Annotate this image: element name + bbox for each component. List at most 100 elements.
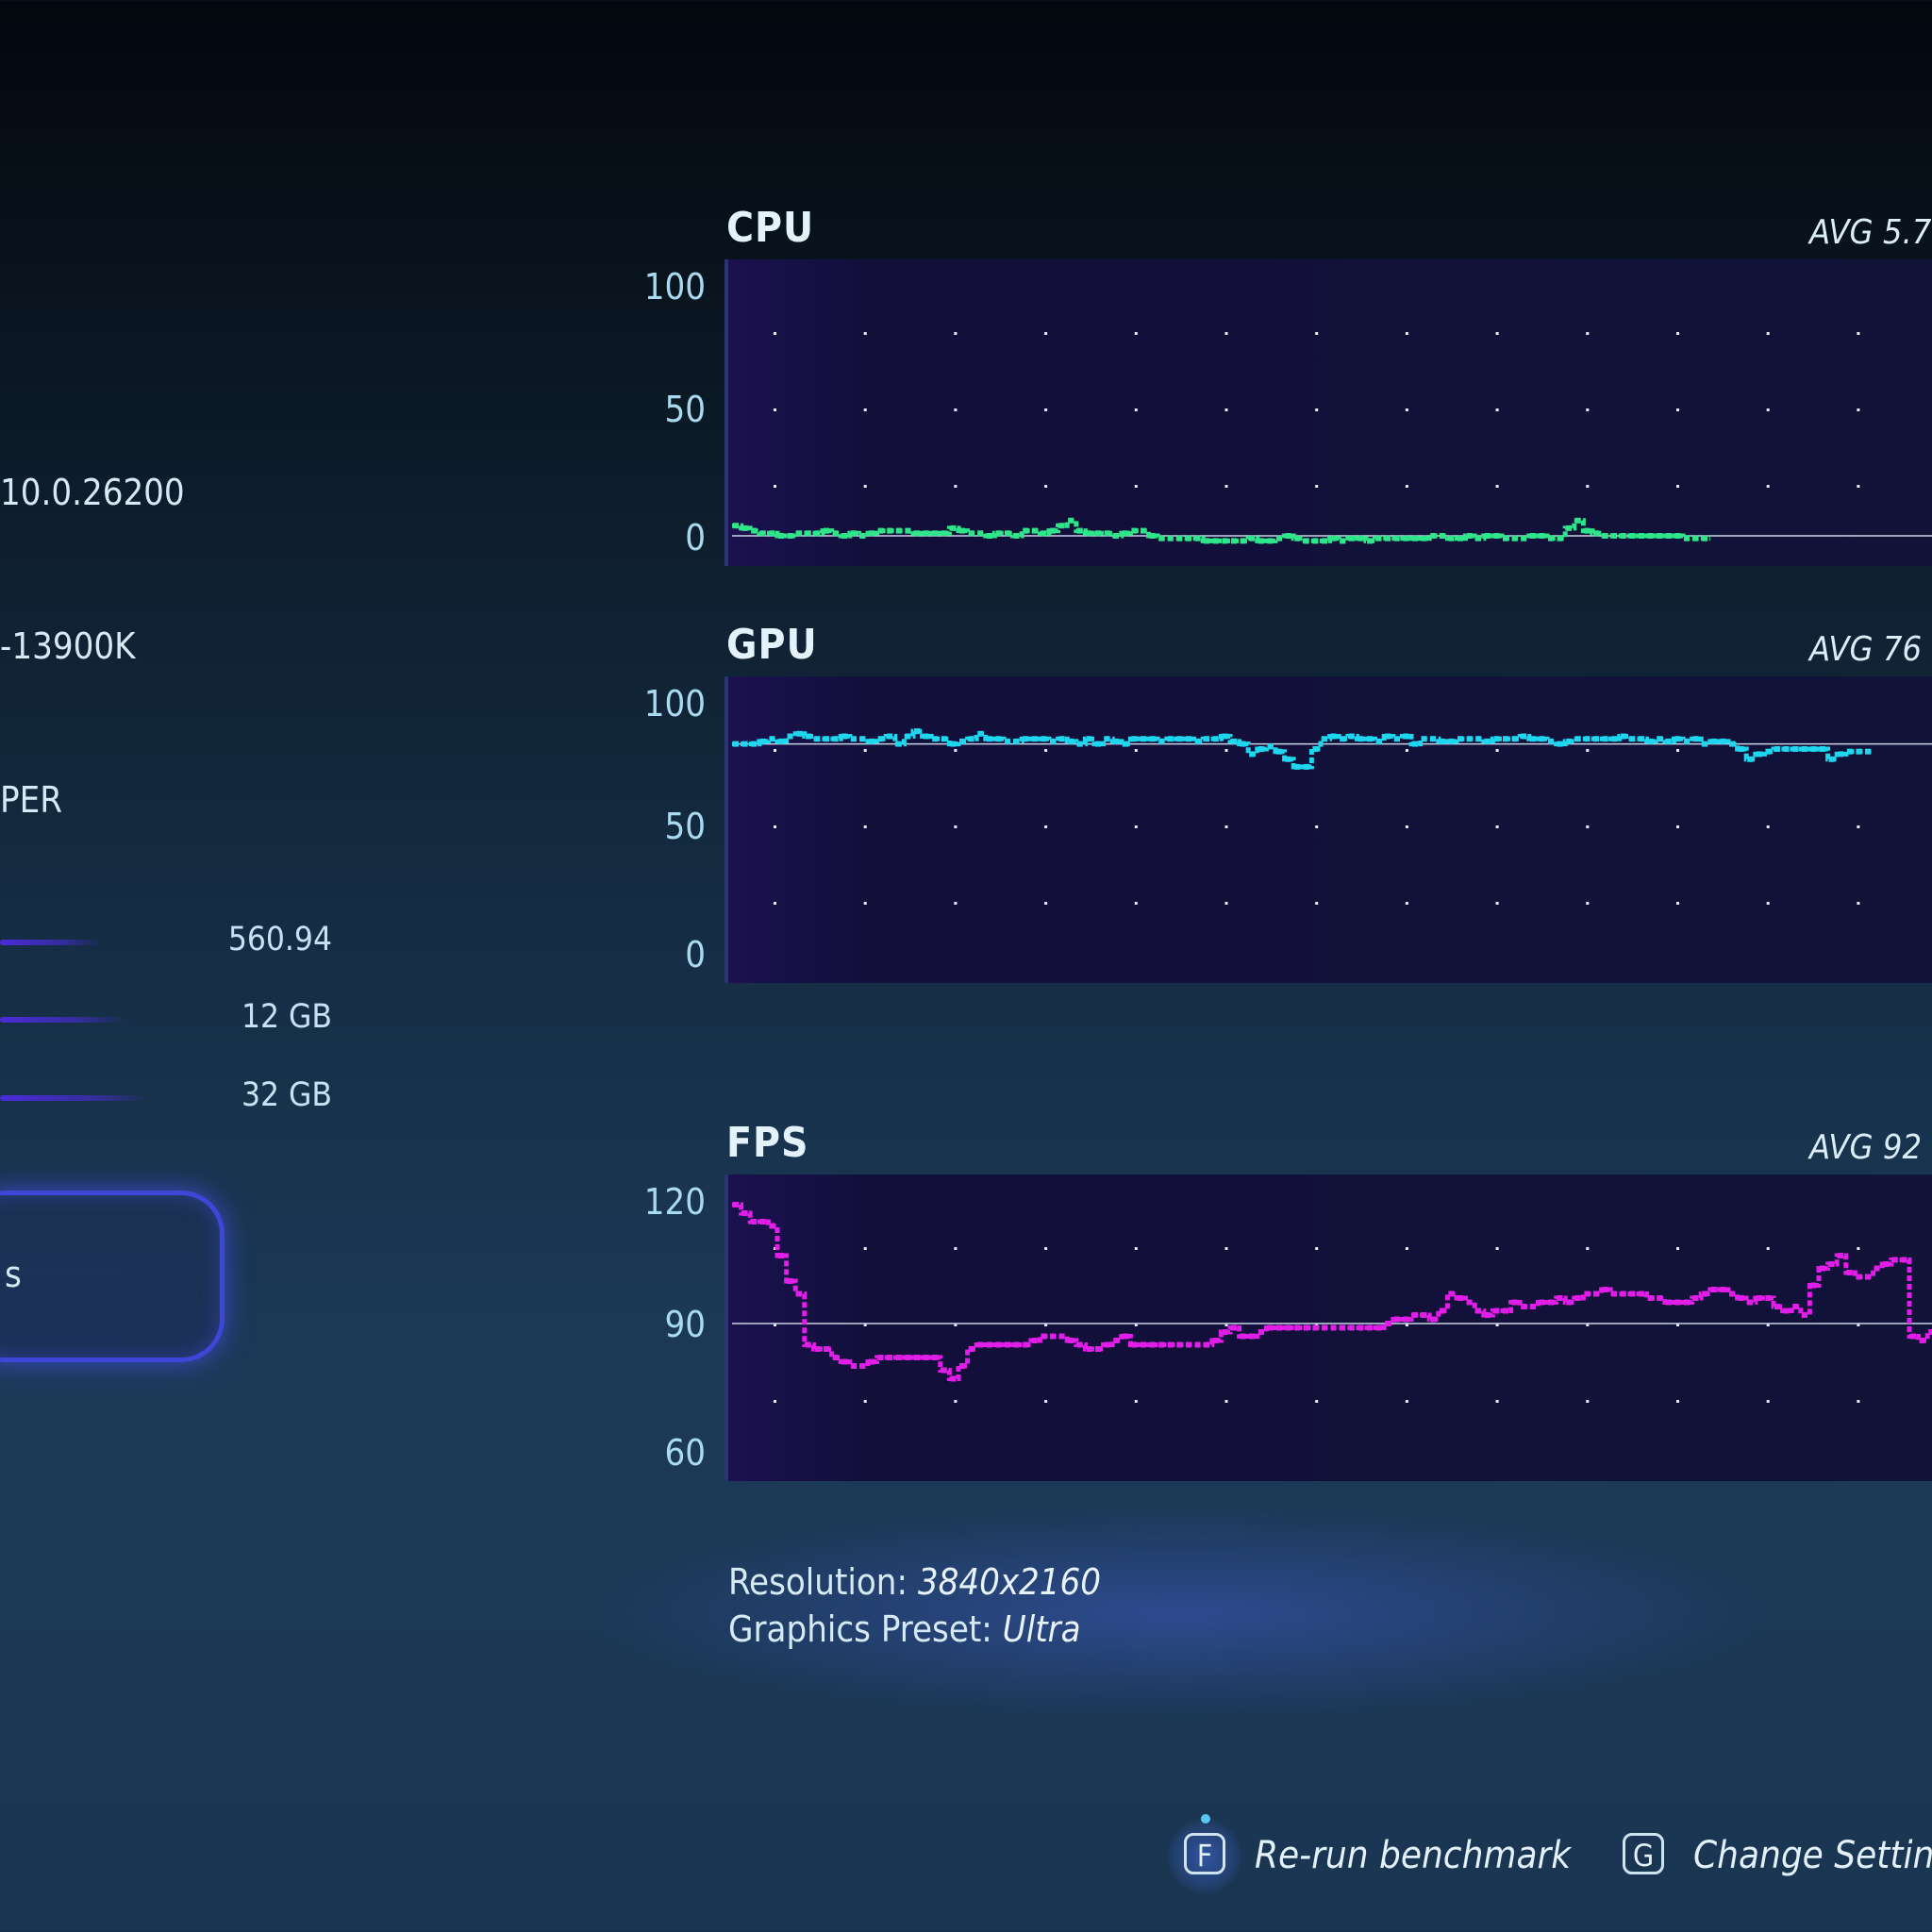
fps-data-point (1629, 1291, 1636, 1297)
gpu-data-point (1167, 736, 1174, 742)
grid-dot (1405, 1400, 1408, 1403)
fps-data-point (986, 1341, 992, 1348)
cpu-data-point (850, 530, 857, 537)
grid-dot (954, 408, 958, 411)
fps-data-point (977, 1341, 984, 1348)
gpu-data-point (1765, 748, 1772, 755)
fps-chart-title: FPS (726, 1119, 809, 1167)
settings-key-cap[interactable]: G (1623, 1833, 1664, 1874)
cpu-data-point (1629, 533, 1636, 539)
gpu-data-point (1584, 736, 1591, 742)
fps-data-point (1891, 1257, 1898, 1263)
fps-data-point (1086, 1346, 1092, 1352)
fps-data-point (1729, 1291, 1735, 1297)
cpu-data-point (1557, 535, 1563, 541)
cpu-data-point (1086, 530, 1092, 537)
grid-dot (1405, 408, 1408, 411)
fps-data-point (1122, 1333, 1128, 1340)
fps-data-point (1141, 1341, 1146, 1348)
gpu-data-point (787, 733, 793, 740)
grid-dot (954, 825, 958, 828)
gpu-ytick-top: 100 (643, 683, 706, 724)
grid-dot (774, 749, 776, 752)
grid-dot (1315, 1400, 1319, 1403)
grid-dot (954, 1247, 958, 1250)
gpu-data-point (1421, 736, 1427, 742)
fps-data-point (1647, 1295, 1654, 1301)
fps-data-point (1131, 1341, 1138, 1348)
fps-data-point (950, 1375, 957, 1382)
gpu-data-point (832, 736, 839, 742)
grid-dot (1405, 749, 1408, 752)
fps-data-point (1294, 1324, 1301, 1331)
grid-dot (1586, 902, 1590, 905)
fps-data-point (778, 1253, 784, 1258)
grid-dot (1676, 408, 1679, 411)
metric-value-ram: 32 GB (241, 1076, 332, 1114)
fps-data-point (1249, 1333, 1256, 1340)
fps-data-point (995, 1341, 1002, 1348)
fps-data-point (1584, 1291, 1591, 1297)
gpu-data-point (1665, 738, 1672, 744)
fps-chart-panel (724, 1174, 1932, 1481)
gpu-data-point (1720, 738, 1726, 744)
grid-dot (1134, 1324, 1138, 1326)
cpu-data-point (759, 530, 766, 537)
fps-data-point (1041, 1333, 1047, 1340)
cpu-data-point (1375, 535, 1382, 541)
gpu-data-point (1820, 746, 1825, 752)
grid-dot (863, 485, 867, 488)
metric-row-ram: 32 GB (0, 1076, 340, 1114)
fps-data-point (814, 1346, 821, 1352)
gpu-chart-panel (724, 676, 1932, 983)
cpu-data-point (1503, 535, 1508, 541)
cpu-data-point (1393, 535, 1400, 541)
change-settings-label[interactable]: Change Settings (1693, 1834, 1932, 1877)
grid-dot (1224, 1324, 1228, 1326)
cpu-data-point (1095, 530, 1101, 537)
gpu-data-point (1856, 748, 1862, 755)
cpu-data-point (1684, 535, 1690, 541)
rerun-benchmark-label[interactable]: Re-run benchmark (1255, 1834, 1572, 1877)
grid-dot (1405, 332, 1408, 335)
grid-dot (863, 749, 867, 752)
gpu-ytick-mid: 50 (664, 806, 707, 847)
fps-data-point (733, 1202, 739, 1208)
grid-dot (1224, 485, 1228, 488)
fps-data-point (1393, 1316, 1400, 1323)
gpu-data-point (941, 736, 947, 742)
gpu-data-point (959, 738, 965, 744)
gpu-data-point (1330, 733, 1337, 740)
grid-dot (1676, 902, 1679, 905)
gpu-data-point (1312, 746, 1319, 752)
fps-data-point (1031, 1338, 1038, 1343)
gpu-data-point (1602, 736, 1608, 742)
gpu-data-point (1068, 738, 1074, 744)
fps-data-point (1076, 1341, 1083, 1348)
gpu-data-point (1340, 736, 1346, 742)
fps-data-point (1340, 1324, 1346, 1331)
gpu-data-point (1657, 736, 1663, 742)
gpu-data-point (1212, 736, 1219, 742)
gpu-data-point (1801, 746, 1807, 752)
cpu-data-point (1204, 538, 1210, 544)
fps-data-point (1466, 1299, 1473, 1306)
cpu-data-point (1050, 527, 1056, 534)
side-action-button[interactable]: s (0, 1191, 225, 1362)
fps-data-point (895, 1355, 902, 1360)
fps-data-point (1747, 1299, 1754, 1306)
rerun-key-cap[interactable]: F (1184, 1833, 1225, 1874)
grid-dot (1586, 825, 1590, 828)
fps-data-point (1158, 1341, 1165, 1348)
grid-dot (1495, 1324, 1499, 1326)
fps-data-point (1511, 1299, 1518, 1306)
cpu-data-point (968, 530, 974, 537)
cpu-data-point (1548, 535, 1554, 541)
gpu-data-point (1294, 763, 1301, 770)
fps-data-point (1620, 1291, 1626, 1297)
fps-data-point (1058, 1333, 1065, 1340)
cpu-data-point (1430, 533, 1437, 539)
cpu-data-point (1665, 533, 1672, 539)
grid-dot (954, 1324, 958, 1326)
gpu-data-point (1611, 736, 1618, 742)
